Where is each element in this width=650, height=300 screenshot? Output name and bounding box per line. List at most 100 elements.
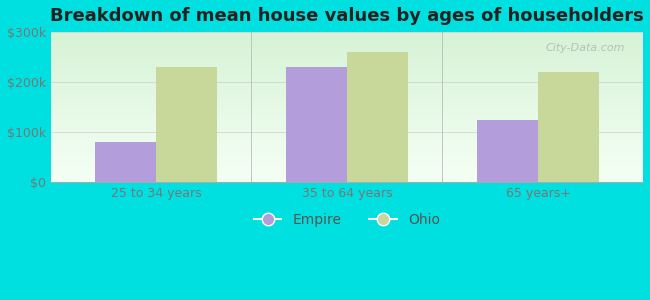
Bar	[51, 55, 643, 56]
Bar	[51, 113, 643, 115]
Bar	[51, 47, 643, 49]
Bar	[51, 127, 643, 128]
Bar	[51, 166, 643, 167]
Bar	[347, 52, 408, 182]
Bar	[51, 43, 643, 44]
Bar	[51, 118, 643, 119]
Bar	[51, 97, 643, 98]
Bar	[51, 68, 643, 70]
Bar	[51, 71, 643, 73]
Bar	[51, 59, 643, 61]
Bar	[51, 52, 643, 53]
Bar	[51, 178, 643, 179]
Bar	[51, 112, 643, 113]
Bar	[51, 140, 643, 142]
Bar	[51, 154, 643, 155]
Bar	[51, 148, 643, 149]
Bar	[51, 172, 643, 173]
Bar	[51, 160, 643, 161]
Bar	[51, 32, 643, 34]
Bar	[51, 106, 643, 107]
Bar	[51, 40, 643, 41]
Bar	[51, 49, 643, 50]
Bar	[51, 70, 643, 71]
Bar	[51, 41, 643, 43]
Bar	[51, 74, 643, 76]
Bar	[51, 46, 643, 47]
Bar	[51, 130, 643, 131]
Bar	[51, 161, 643, 163]
Bar	[51, 64, 643, 65]
Bar	[51, 109, 643, 110]
Bar	[51, 142, 643, 143]
Bar	[51, 145, 643, 146]
Bar	[51, 122, 643, 124]
Bar	[477, 120, 538, 182]
Bar	[51, 152, 643, 154]
Bar	[51, 124, 643, 125]
Bar	[51, 101, 643, 103]
Bar	[51, 85, 643, 86]
Bar	[51, 103, 643, 104]
Bar	[51, 181, 643, 182]
Bar	[51, 65, 643, 67]
Bar	[51, 179, 643, 181]
Text: City-Data.com: City-Data.com	[546, 43, 625, 52]
Bar	[51, 98, 643, 100]
Bar	[51, 121, 643, 122]
Title: Breakdown of mean house values by ages of householders: Breakdown of mean house values by ages o…	[50, 7, 644, 25]
Bar	[51, 94, 643, 95]
Bar	[51, 173, 643, 175]
Bar	[51, 56, 643, 58]
Bar	[51, 133, 643, 134]
Bar	[51, 115, 643, 116]
Bar	[51, 83, 643, 85]
Bar	[51, 151, 643, 152]
Bar	[51, 157, 643, 158]
Bar	[51, 89, 643, 91]
Bar	[51, 146, 643, 148]
Bar	[51, 77, 643, 79]
Bar	[51, 116, 643, 118]
Bar	[51, 100, 643, 101]
Bar	[51, 136, 643, 137]
Bar	[51, 164, 643, 166]
Bar	[51, 119, 643, 121]
Bar	[51, 104, 643, 106]
Bar	[51, 34, 643, 35]
Bar	[51, 137, 643, 139]
Bar	[156, 67, 217, 182]
Bar	[51, 79, 643, 80]
Legend: Empire, Ohio: Empire, Ohio	[248, 207, 446, 232]
Bar	[51, 95, 643, 97]
Bar	[538, 72, 599, 182]
Bar	[51, 167, 643, 169]
Bar	[51, 176, 643, 178]
Bar	[51, 86, 643, 88]
Bar	[95, 142, 156, 182]
Bar	[51, 50, 643, 52]
Bar	[51, 175, 643, 176]
Bar	[51, 91, 643, 92]
Bar	[51, 125, 643, 127]
Bar	[51, 134, 643, 136]
Bar	[51, 73, 643, 74]
Bar	[51, 35, 643, 37]
Bar	[51, 38, 643, 40]
Bar	[51, 169, 643, 170]
Bar	[51, 80, 643, 82]
Bar	[51, 131, 643, 133]
Bar	[51, 76, 643, 77]
Bar	[51, 110, 643, 112]
Bar	[51, 53, 643, 55]
Bar	[51, 61, 643, 62]
Bar	[51, 37, 643, 38]
Bar	[51, 92, 643, 94]
Bar	[286, 67, 347, 182]
Bar	[51, 139, 643, 140]
Bar	[51, 44, 643, 46]
Bar	[51, 82, 643, 83]
Bar	[51, 88, 643, 89]
Bar	[51, 128, 643, 130]
Bar	[51, 62, 643, 64]
